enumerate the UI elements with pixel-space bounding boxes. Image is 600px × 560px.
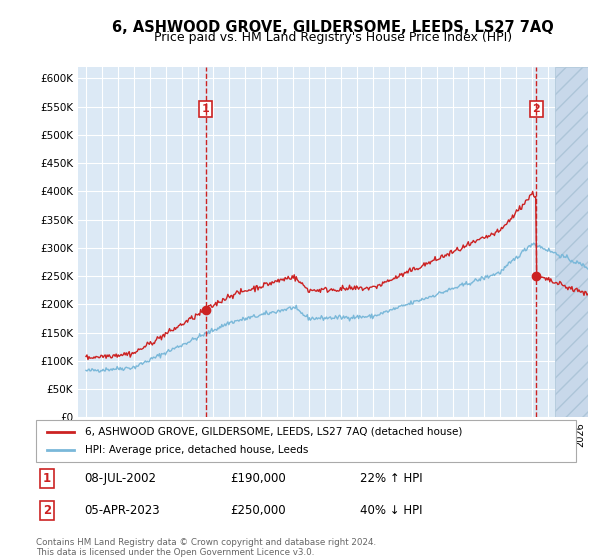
FancyBboxPatch shape [36,420,576,462]
Text: £250,000: £250,000 [230,504,286,517]
Text: Price paid vs. HM Land Registry's House Price Index (HPI): Price paid vs. HM Land Registry's House … [154,31,512,44]
Text: £190,000: £190,000 [230,472,286,486]
Text: 6, ASHWOOD GROVE, GILDERSOME, LEEDS, LS27 7AQ: 6, ASHWOOD GROVE, GILDERSOME, LEEDS, LS2… [112,20,554,35]
Text: 2: 2 [43,504,51,517]
Text: HPI: Average price, detached house, Leeds: HPI: Average price, detached house, Leed… [85,445,308,455]
Text: 08-JUL-2002: 08-JUL-2002 [85,472,157,486]
Text: 05-APR-2023: 05-APR-2023 [85,504,160,517]
Bar [555,67,588,417]
Text: 1: 1 [202,104,209,114]
Text: 2: 2 [532,104,540,114]
Text: Contains HM Land Registry data © Crown copyright and database right 2024.
This d: Contains HM Land Registry data © Crown c… [36,538,376,557]
Text: 22% ↑ HPI: 22% ↑ HPI [360,472,422,486]
Text: 40% ↓ HPI: 40% ↓ HPI [360,504,422,517]
Text: 6, ASHWOOD GROVE, GILDERSOME, LEEDS, LS27 7AQ (detached house): 6, ASHWOOD GROVE, GILDERSOME, LEEDS, LS2… [85,427,462,437]
Text: 1: 1 [43,472,51,486]
